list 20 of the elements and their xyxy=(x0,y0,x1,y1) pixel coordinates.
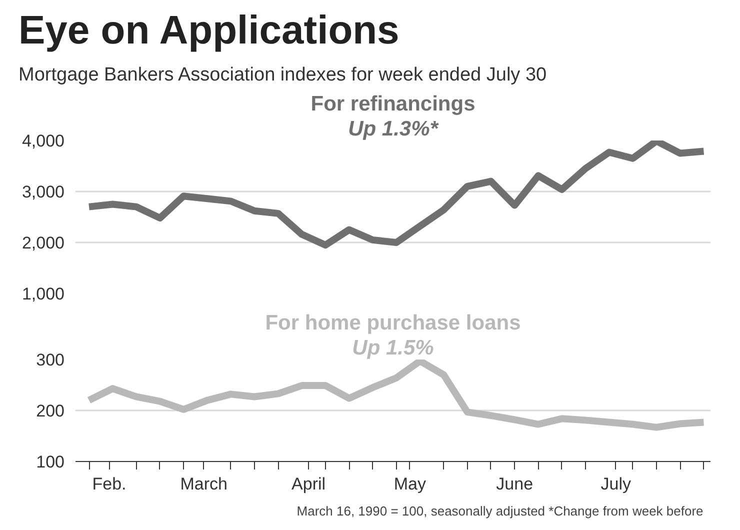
x-tick-label: June xyxy=(496,474,534,494)
chart-subtitle: Mortgage Bankers Association indexes for week ended July 30 xyxy=(18,64,547,86)
y-tick-label: 300 xyxy=(36,350,65,370)
y-tick-label: 2,000 xyxy=(22,234,65,252)
text: Up 1.3%* xyxy=(348,118,439,140)
x-tick-label: Feb. xyxy=(92,474,126,494)
y-tick-label: 1,000 xyxy=(22,284,65,304)
y-tick-label: 4,000 xyxy=(22,132,65,150)
y-tick-label: 200 xyxy=(36,402,65,420)
x-tick-label: May xyxy=(394,474,426,494)
x-tick-label: April xyxy=(292,474,326,494)
x-tick-label: March xyxy=(180,474,228,494)
text: For home purchase loans xyxy=(265,312,521,334)
y-tick-label: 100 xyxy=(36,452,65,472)
x-tick-label: July xyxy=(600,474,632,494)
annotation: Up 1.5% xyxy=(352,336,434,360)
chart-title: Eye on Applications xyxy=(18,8,400,52)
text: March 16, 1990 = 100, seasonally adjusted *Change from week before xyxy=(296,504,704,518)
y-tick-label: 3,000 xyxy=(22,182,65,202)
text: For refinancings xyxy=(310,92,476,116)
